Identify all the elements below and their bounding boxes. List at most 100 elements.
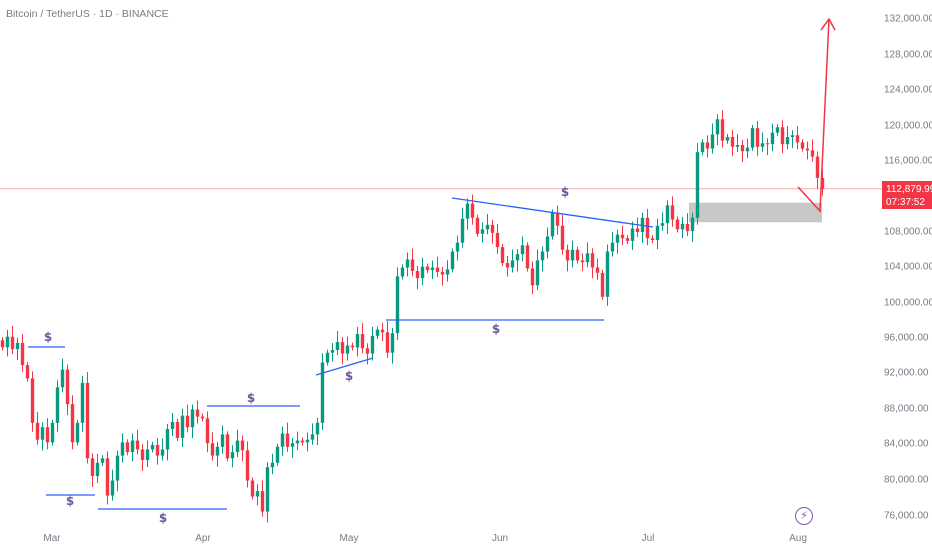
price-tick-label: 116,000.00 (884, 155, 932, 167)
candle-body (80, 382, 85, 423)
time-tick-label: Jul (641, 533, 655, 544)
candle-body (175, 421, 180, 438)
candle-body (115, 455, 120, 481)
candle-body (630, 228, 635, 241)
candle-body (20, 342, 25, 366)
candle-body (580, 260, 585, 263)
candle (340, 336, 345, 365)
candle-body (755, 128, 760, 147)
candle (585, 242, 590, 268)
candle (300, 437, 305, 446)
candle (670, 196, 675, 227)
candle-body (265, 467, 270, 512)
price-tick-label: 128,000.00 (884, 49, 932, 61)
candle-body (420, 266, 425, 279)
price-axis[interactable]: 132,000.00 128,000.00 124,000.00 120,000.00… (862, 0, 932, 550)
candle-body (770, 132, 775, 145)
trendline-jun-descending (451, 197, 654, 228)
liquidity-dollar-marker: $ (344, 369, 354, 383)
candle-body (560, 225, 565, 250)
candle (85, 371, 90, 464)
candle (595, 258, 600, 280)
candle-body (470, 203, 475, 218)
candle (465, 198, 470, 230)
candle (500, 243, 505, 267)
candle-body (695, 152, 700, 218)
candle-body (725, 137, 730, 141)
liquidity-dollar-marker: $ (43, 330, 53, 344)
candle (660, 212, 665, 231)
candle-body (295, 440, 300, 444)
candle-body (235, 440, 240, 453)
candle-body (660, 223, 665, 226)
candle-body (610, 242, 615, 252)
candle (620, 225, 625, 246)
candle-body (805, 148, 810, 151)
candle (750, 125, 755, 151)
candle (165, 423, 170, 461)
price-tick-label: 80,000.00 (884, 474, 929, 486)
candle (400, 264, 405, 280)
liquidity-dollar-marker: $ (491, 322, 501, 336)
candle (270, 453, 275, 475)
candle-body (460, 218, 465, 243)
candle (75, 419, 80, 446)
candle (505, 256, 510, 277)
candle-body (480, 229, 485, 234)
candle-body (635, 228, 640, 232)
candle (570, 240, 575, 268)
candle (450, 248, 455, 273)
candle (420, 257, 425, 286)
liquidity-dollar-marker: $ (65, 494, 75, 508)
candle (240, 435, 245, 462)
candle-body (625, 238, 630, 241)
candle-body (230, 452, 235, 459)
candle-body (205, 418, 210, 444)
candle (615, 229, 620, 254)
candle (540, 246, 545, 272)
lightning-icon[interactable]: ⚡ (795, 507, 813, 525)
candle (730, 130, 735, 156)
projection-arrowhead (820, 17, 836, 31)
candle (190, 404, 195, 439)
candle-body (620, 234, 625, 239)
candle (440, 266, 445, 286)
candle (225, 431, 230, 462)
candle (795, 126, 800, 150)
candle-body (35, 422, 40, 440)
candle-body (705, 142, 710, 149)
candle-body (45, 427, 50, 443)
candle (580, 253, 585, 272)
candle (665, 200, 670, 235)
candle (130, 433, 135, 462)
candle-body (530, 268, 535, 286)
candle (265, 462, 270, 523)
candle (115, 450, 120, 492)
candle (690, 212, 695, 243)
candle-body (190, 409, 195, 428)
candle-body (440, 271, 445, 275)
candle (545, 227, 550, 259)
liquidity-dollar-marker: $ (560, 185, 570, 199)
candle (605, 244, 610, 306)
candle (330, 343, 335, 362)
candle-body (15, 342, 20, 350)
candle (220, 425, 225, 454)
candle (55, 380, 60, 432)
candle-body (160, 449, 165, 456)
candle-body (40, 427, 45, 440)
candle-body (280, 433, 285, 447)
candle-body (290, 443, 295, 447)
candle (65, 364, 70, 416)
candle-body (785, 137, 790, 145)
candle (765, 138, 770, 156)
candle (395, 267, 400, 341)
candle-body (475, 217, 480, 234)
candle-body (330, 350, 335, 353)
price-tick-label: 132,000.00 (884, 13, 932, 25)
candle (630, 221, 635, 250)
candle (365, 343, 370, 365)
candle (15, 337, 20, 361)
